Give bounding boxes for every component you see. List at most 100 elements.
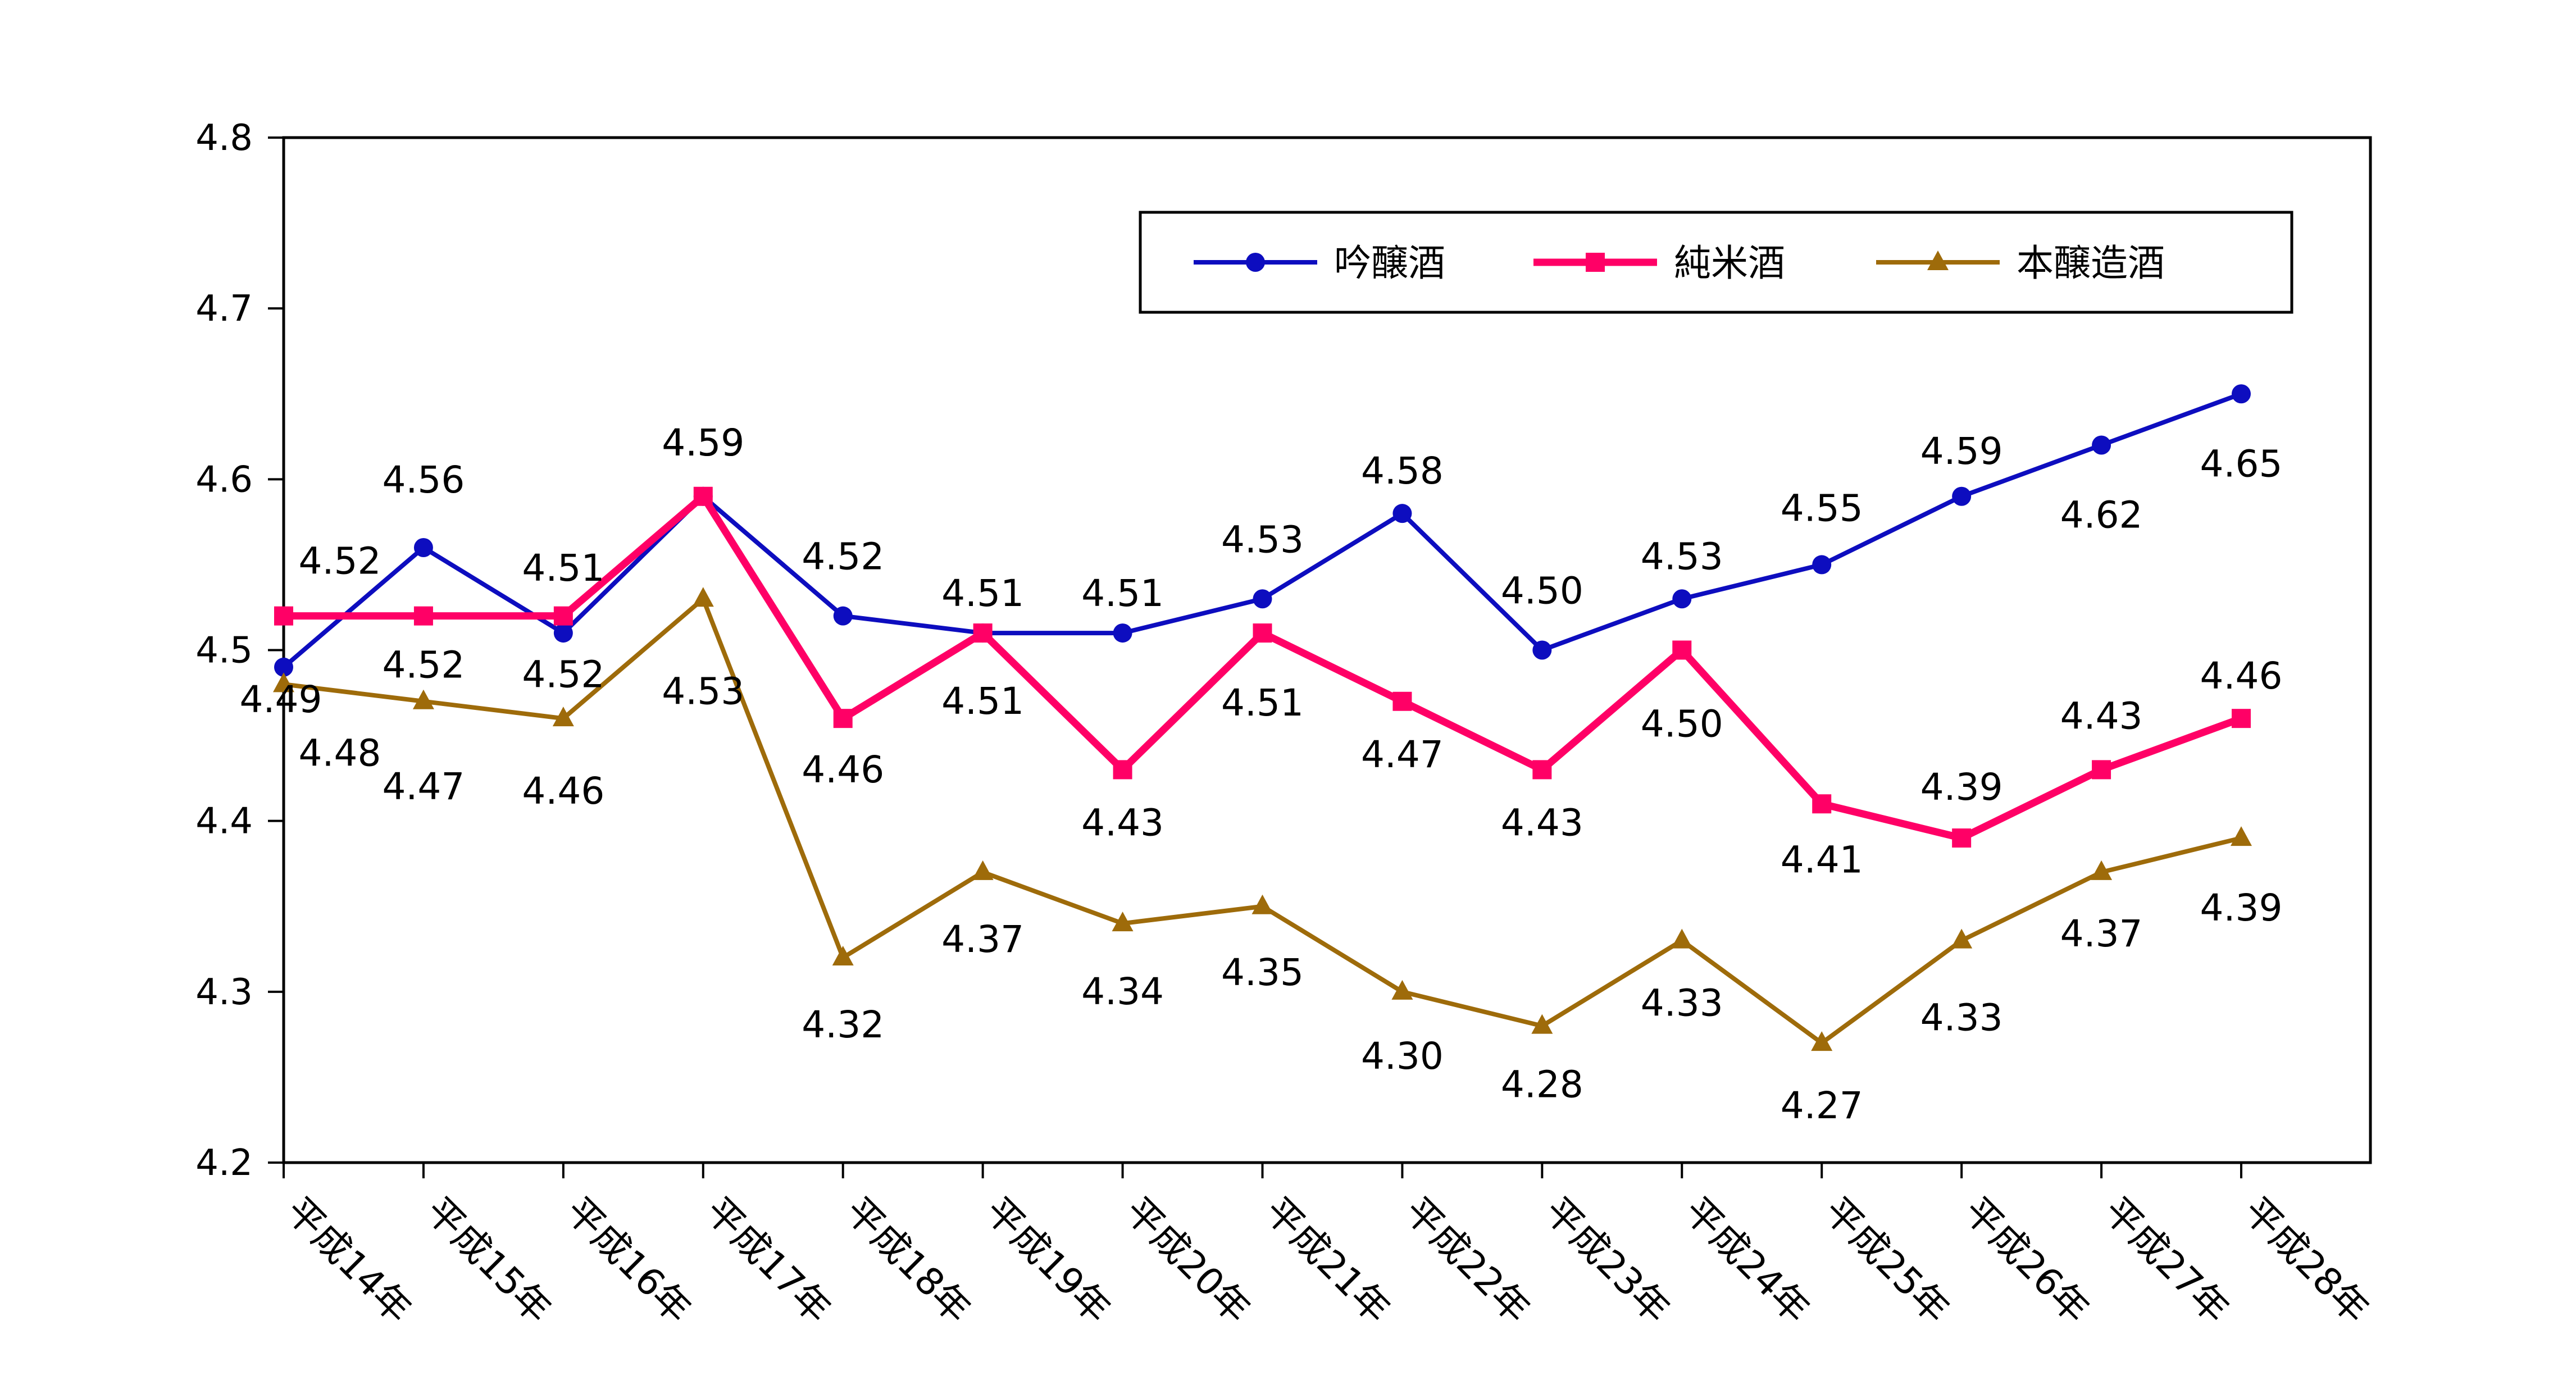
data-label: 4.32 bbox=[802, 1003, 884, 1046]
series-point bbox=[1532, 640, 1552, 660]
x-tick-label: 平成21年 bbox=[1256, 1189, 1399, 1332]
y-axis: 4.2 4.3 4.4 4.5 4.6 4.7 4.8 bbox=[195, 117, 284, 1184]
series-point bbox=[553, 606, 573, 626]
data-label: 4.50 bbox=[1501, 570, 1583, 613]
x-tick-label: 平成26年 bbox=[1955, 1189, 2098, 1332]
series-point bbox=[1112, 912, 1134, 932]
legend-marker bbox=[1246, 253, 1265, 272]
data-label: 4.41 bbox=[1781, 838, 1863, 881]
series-point bbox=[972, 860, 994, 880]
y-tick-label: 4.2 bbox=[195, 1142, 253, 1184]
data-label: 4.53 bbox=[662, 669, 744, 713]
series-point bbox=[1952, 828, 1972, 848]
series-point bbox=[692, 587, 714, 607]
series-point bbox=[1113, 623, 1132, 643]
series-point bbox=[1951, 928, 1973, 949]
x-tick-label: 平成18年 bbox=[836, 1189, 979, 1332]
data-label: 4.58 bbox=[1361, 449, 1444, 493]
legend-label: 吟醸酒 bbox=[1334, 242, 1445, 285]
series-point bbox=[973, 623, 993, 643]
legend-item: 純米酒 bbox=[1533, 242, 1785, 285]
series-point bbox=[2232, 384, 2251, 404]
data-label: 4.27 bbox=[1781, 1084, 1863, 1127]
data-label: 4.35 bbox=[1221, 951, 1304, 994]
series-point bbox=[553, 623, 573, 643]
data-label: 4.55 bbox=[1781, 486, 1863, 530]
x-tick-label: 平成19年 bbox=[976, 1189, 1119, 1332]
series-point bbox=[832, 946, 854, 965]
series-point bbox=[552, 707, 574, 727]
data-label: 4.49 bbox=[240, 678, 322, 721]
series-point bbox=[413, 538, 433, 557]
data-label: 4.30 bbox=[1361, 1035, 1444, 1078]
series-point bbox=[1392, 691, 1412, 711]
data-label: 4.48 bbox=[299, 731, 381, 775]
data-label: 4.33 bbox=[1920, 996, 2003, 1040]
series-point bbox=[1952, 486, 1972, 506]
x-tick-label: 平成16年 bbox=[557, 1189, 700, 1332]
series-point bbox=[1672, 589, 1692, 609]
series-point bbox=[2092, 435, 2111, 455]
data-labels: 4.49 4.56 4.51 4.59 4.52 4.51 4.51 4.53 4.58 4.50… bbox=[240, 421, 2283, 1127]
legend-marker bbox=[1927, 250, 1949, 270]
y-tick-label: 4.7 bbox=[195, 288, 253, 330]
series-point bbox=[412, 689, 434, 709]
series-point bbox=[833, 606, 853, 626]
data-label: 4.46 bbox=[522, 769, 604, 813]
series-point bbox=[274, 657, 293, 677]
x-tick-label: 平成24年 bbox=[1676, 1189, 1818, 1332]
series-point bbox=[1811, 1031, 1833, 1051]
data-label: 4.47 bbox=[1361, 733, 1444, 776]
series-point bbox=[1672, 640, 1692, 660]
series-point bbox=[2232, 709, 2251, 728]
series-2 bbox=[274, 486, 2251, 848]
series-point bbox=[1113, 760, 1132, 780]
data-label: 4.39 bbox=[1920, 766, 2003, 809]
y-tick-label: 4.6 bbox=[195, 459, 253, 500]
series-point bbox=[833, 709, 853, 728]
series-point bbox=[1392, 504, 1412, 523]
data-label: 4.28 bbox=[1501, 1063, 1583, 1106]
data-label: 4.33 bbox=[1641, 982, 1723, 1025]
data-label: 4.51 bbox=[1221, 681, 1304, 725]
legend-item: 吟醸酒 bbox=[1194, 242, 1445, 285]
data-label: 4.51 bbox=[941, 572, 1024, 615]
y-tick-label: 4.4 bbox=[195, 801, 253, 842]
data-label: 4.59 bbox=[662, 421, 744, 464]
series-point bbox=[1251, 894, 1273, 914]
x-tick-label: 平成20年 bbox=[1116, 1189, 1259, 1332]
x-tick-label: 平成14年 bbox=[277, 1189, 420, 1332]
x-tick-label: 平成27年 bbox=[2095, 1189, 2238, 1332]
data-label: 4.51 bbox=[1081, 572, 1164, 615]
data-label: 4.52 bbox=[299, 540, 381, 583]
data-label: 4.37 bbox=[941, 918, 1024, 961]
y-tick-label: 4.5 bbox=[195, 630, 253, 672]
data-label: 4.46 bbox=[802, 748, 884, 791]
series-point bbox=[273, 672, 294, 693]
series-point bbox=[2092, 760, 2111, 780]
data-label: 4.59 bbox=[1920, 430, 2003, 473]
data-label: 4.37 bbox=[2060, 912, 2143, 955]
data-label: 4.46 bbox=[2200, 654, 2283, 698]
data-label: 4.39 bbox=[2200, 886, 2283, 930]
x-tick-label: 平成15年 bbox=[417, 1189, 560, 1332]
series-3 bbox=[273, 587, 2252, 1051]
data-label: 4.52 bbox=[522, 653, 604, 696]
series-point bbox=[1253, 623, 1272, 643]
series-point bbox=[1532, 760, 1552, 780]
series-point bbox=[2231, 826, 2252, 846]
data-label: 4.62 bbox=[2060, 494, 2143, 537]
data-label: 4.56 bbox=[382, 458, 465, 502]
legend: 吟醸酒 純米酒 本醸造酒 bbox=[1139, 211, 2293, 314]
data-label: 4.50 bbox=[1641, 703, 1723, 746]
data-label: 4.51 bbox=[522, 546, 604, 590]
data-label: 4.53 bbox=[1641, 535, 1723, 578]
x-axis: 平成14年平成15年平成16年平成17年平成18年平成19年平成20年平成21年… bbox=[277, 1163, 2378, 1332]
x-tick-label: 平成17年 bbox=[697, 1189, 839, 1332]
data-label: 4.34 bbox=[1081, 970, 1164, 1013]
series-point bbox=[413, 606, 433, 626]
x-tick-label: 平成28年 bbox=[2235, 1189, 2378, 1332]
data-label: 4.65 bbox=[2200, 442, 2283, 485]
data-label: 4.59 bbox=[662, 421, 744, 464]
